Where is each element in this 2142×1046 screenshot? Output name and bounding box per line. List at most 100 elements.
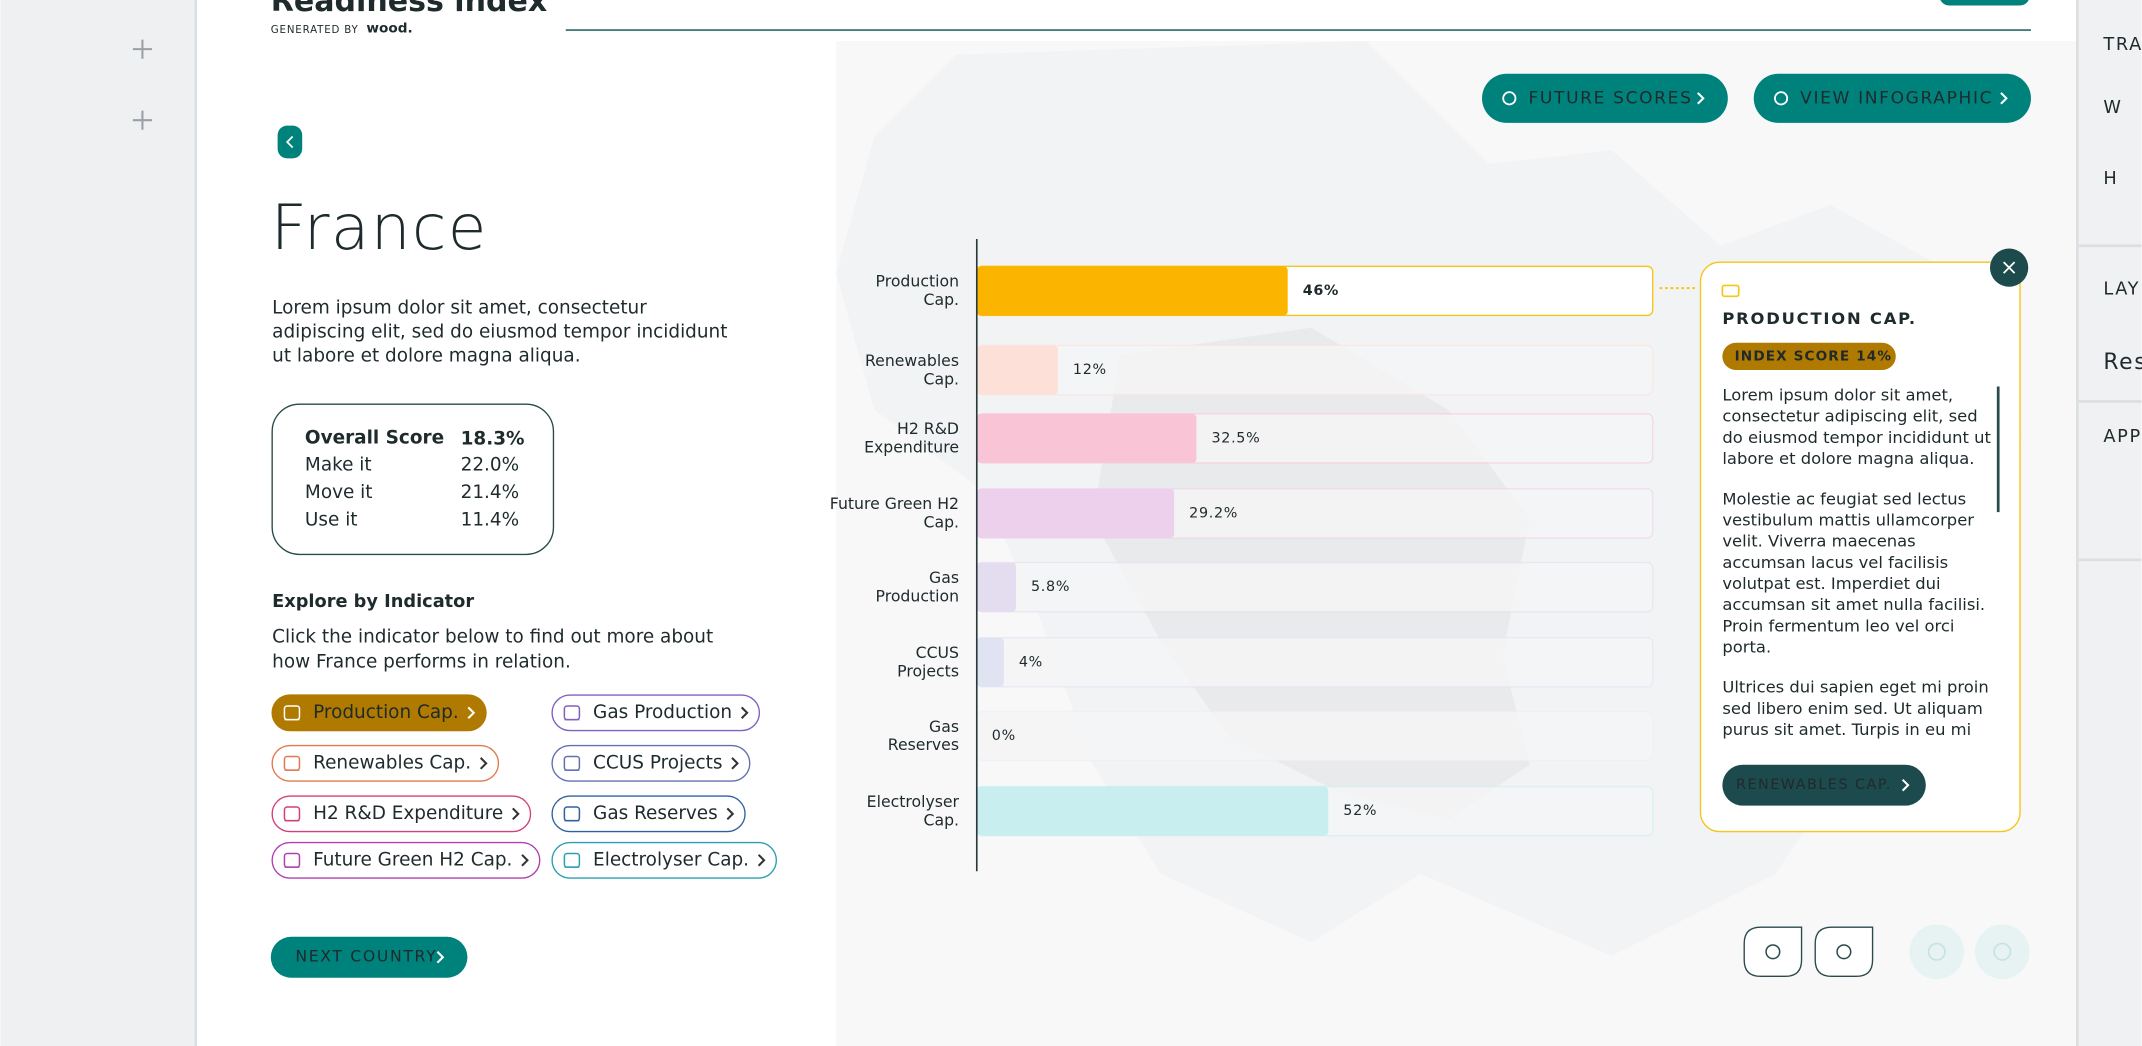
indicator-pill[interactable]: Gas Production (551, 694, 761, 732)
indicator-label: Electrolyser Cap. (593, 849, 749, 870)
indicator-pill-bg[interactable] (551, 744, 751, 782)
insight-button[interactable] (1814, 926, 1874, 978)
bar-value-label: 29.2% (1189, 505, 1238, 521)
action-button-label: FUTURE SCORES (1528, 88, 1692, 108)
indicator-pill-bg[interactable] (551, 694, 761, 732)
country-name: France (271, 191, 488, 264)
chevron-icon (757, 854, 766, 867)
detail-paragraph-line: labore et dolore magna aliqua. (1722, 449, 1974, 468)
action-button[interactable] (1482, 73, 1728, 123)
indicator-pill[interactable]: H2 R&D Expenditure (271, 795, 532, 833)
indicator-pill[interactable]: Gas Reserves (551, 795, 746, 833)
detail-paragraph-line: vestibulum mattis ullamcorper (1722, 510, 1974, 529)
indicator-label: CCUS Projects (593, 752, 722, 773)
index-badge (1722, 342, 1896, 371)
bar-track (976, 710, 1654, 762)
detail-paragraph-line: porta. (1722, 637, 1771, 656)
bar-value-label: 4% (1019, 654, 1043, 670)
bar (976, 345, 1058, 395)
bar (976, 562, 1016, 612)
bar-track (976, 637, 1654, 688)
bar-track (976, 561, 1654, 613)
detail-paragraph-line: Ultrices dui sapien eget mi proin (1722, 678, 1988, 697)
indicator-pill-bg[interactable] (271, 694, 487, 732)
bar-value-label: 46% (1303, 283, 1339, 299)
zoom-in-button[interactable] (1974, 924, 2030, 980)
indicator-pill-bg[interactable] (551, 795, 746, 833)
detail-paragraph-line: sed libero enim sed. Ut aliquam (1722, 699, 1982, 718)
zoom-icon (1993, 942, 2012, 961)
next-indicator-button[interactable] (1722, 764, 1926, 806)
explore-instruction: how France performs in relation. (272, 651, 571, 672)
generated-by: GENERATED BY (271, 24, 359, 36)
brand: wood. (366, 21, 412, 37)
score-label: Use it (305, 509, 358, 530)
next-country-label: NEXT COUNTRY (295, 947, 437, 966)
bar-value-label: 52% (1343, 803, 1377, 819)
side-panel-label: H (2103, 169, 2118, 189)
next-country-button[interactable] (270, 936, 468, 978)
chevron-icon (726, 807, 735, 821)
indicator-pill[interactable]: Electrolyser Cap. (551, 841, 778, 879)
side-panel-label: TRA (2102, 35, 2142, 55)
button-icon (1765, 944, 1781, 960)
detail-paragraph-line: Proin fermentum leo vel orci (1722, 616, 1954, 635)
chevron-icon (521, 854, 529, 867)
bar-value-label: 12% (1073, 362, 1107, 378)
score-value: 21.4% (461, 482, 520, 503)
indicator-pill-bg[interactable] (271, 795, 532, 833)
side-panel-label: LAY (2103, 279, 2140, 299)
side-panel-label: W (2103, 98, 2122, 118)
back-icon (285, 135, 294, 149)
detail-text: Lorem ipsum dolor sit amet, consectetur a… (1722, 386, 1991, 740)
indicator-label: Gas Production (593, 702, 732, 723)
country-description: adipiscing elit, sed do eiusmod tempor i… (272, 322, 727, 343)
indicator-pill[interactable]: Renewables Cap. (271, 744, 500, 782)
zoom-icon (1927, 942, 1946, 961)
category-label: Electrolyser Cap. (867, 791, 960, 828)
indicator-pill-bg[interactable] (271, 841, 541, 879)
indicator-pill-bg[interactable] (551, 841, 778, 879)
detail-paragraph-line: accumsan sit amet nulla facilisi. (1722, 595, 1985, 614)
action-button[interactable] (1753, 73, 2031, 123)
score-value: 18.3% (461, 429, 525, 450)
detail-icon (1721, 284, 1740, 298)
bar (976, 413, 1197, 463)
indicator-pill[interactable]: Production Cap. (271, 694, 487, 732)
side-panel-label: Res (2103, 350, 2142, 375)
category-label: Gas Production (876, 567, 959, 604)
indicator-pill[interactable]: Future Green H2 Cap. (271, 841, 541, 879)
bar-value-label: 5.8% (1031, 579, 1070, 595)
country-description: Lorem ipsum dolor sit amet, consectetur (272, 298, 647, 319)
detail-paragraph-line: Lorem ipsum dolor sit amet, (1722, 386, 1953, 405)
category-label: CCUS Projects (897, 643, 959, 680)
explore-title: Explore by Indicator (272, 592, 474, 612)
zoom-out-button[interactable] (1909, 924, 1965, 980)
share-button[interactable] (1743, 926, 1803, 978)
index-badge-label: INDEX SCORE 14% (1735, 348, 1892, 364)
app-title: Readiness index (271, 0, 547, 19)
chevron-icon (512, 807, 520, 821)
category-label: Production Cap. (876, 271, 959, 308)
score-label: Overall Score (305, 427, 444, 448)
bar-value-label: 32.5% (1211, 430, 1260, 446)
chevron-icon (436, 951, 445, 964)
country-description: ut labore et dolore magna aliqua. (272, 345, 580, 366)
detail-card (1699, 261, 2021, 833)
bar (976, 266, 1288, 316)
indicator-label: Future Green H2 Cap. (313, 849, 512, 870)
bar (976, 488, 1175, 539)
close-icon (2003, 261, 2016, 274)
back-button[interactable] (277, 125, 303, 159)
header-button[interactable] (1939, 0, 2029, 6)
add-icons[interactable] (132, 39, 152, 130)
chevron-icon (467, 706, 476, 719)
bar-value-label: 0% (992, 728, 1016, 744)
detail-paragraph-line: velit. Viverra maecenas (1722, 532, 1915, 551)
button-icon (1774, 91, 1789, 106)
indicator-pill-bg[interactable] (271, 744, 500, 782)
indicator-pill[interactable]: CCUS Projects (551, 744, 751, 782)
chevron-icon (479, 757, 488, 770)
detail-title: PRODUCTION CAP. (1722, 309, 1917, 328)
